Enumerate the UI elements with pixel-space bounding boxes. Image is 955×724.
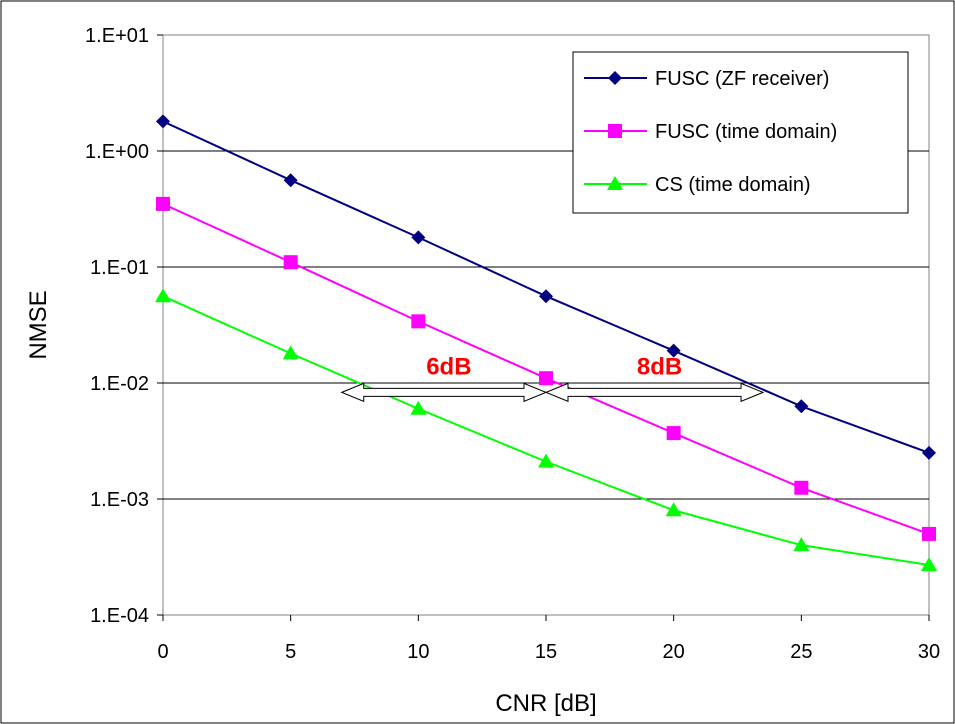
series-lines [155, 114, 937, 571]
x-tick-label: 30 [918, 641, 940, 663]
y-tick-label: 1.E-02 [90, 373, 149, 395]
y-axis-ticks: 1.E+01 1.E+00 1.E-01 1.E-02 1.E-03 1.E-04 [85, 25, 163, 627]
x-tick-label: 5 [285, 641, 296, 663]
x-tick-label: 15 [535, 641, 557, 663]
y-axis-label: NMSE [25, 290, 52, 359]
data-point [411, 314, 426, 329]
legend-label: FUSC (ZF receiver) [655, 68, 829, 90]
data-point [538, 453, 554, 468]
data-point [283, 255, 298, 270]
data-point [155, 288, 171, 303]
data-point [410, 400, 427, 415]
y-tick-label: 1.E-04 [90, 605, 149, 627]
data-point [539, 371, 553, 386]
x-tick-label: 25 [790, 641, 812, 663]
series-1 [156, 114, 936, 460]
y-tick-label: 1.E+01 [85, 25, 149, 47]
data-point [666, 426, 681, 441]
x-axis-label: CNR [dB] [495, 690, 596, 717]
legend-marker [607, 176, 623, 190]
annotation-label: 8dB [637, 353, 682, 380]
x-tick-label: 10 [407, 641, 429, 663]
legend-label: FUSC (time domain) [655, 121, 837, 143]
annotation-label: 6dB [426, 353, 471, 380]
data-point [922, 526, 936, 541]
legend-label: CS (time domain) [655, 174, 811, 196]
data-point [282, 345, 299, 360]
series-2 [156, 196, 936, 541]
legend-marker [608, 124, 622, 138]
data-point [666, 343, 681, 358]
legend: FUSC (ZF receiver) FUSC (time domain) CS (… [572, 51, 909, 214]
data-point [793, 537, 810, 552]
x-tick-label: 20 [663, 641, 685, 663]
data-point [539, 289, 553, 304]
double-arrow [544, 382, 765, 403]
x-tick-label: 0 [157, 641, 168, 663]
data-point [922, 445, 936, 460]
annotations: 6dB 8dB [340, 353, 765, 403]
data-point [794, 480, 809, 495]
data-point [794, 399, 809, 414]
y-tick-label: 1.E+00 [85, 141, 149, 163]
data-point [283, 173, 298, 188]
series-3 [155, 288, 937, 571]
data-point [156, 114, 170, 129]
legend-marker [608, 71, 622, 85]
y-tick-label: 1.E-01 [90, 257, 149, 279]
data-point [156, 196, 170, 211]
y-tick-label: 1.E-03 [90, 489, 149, 511]
data-point [665, 502, 682, 517]
legend-item: CS (time domain) [584, 174, 811, 196]
data-point [411, 230, 426, 245]
x-axis-ticks: 0 5 10 15 20 25 30 [157, 615, 940, 663]
data-point [921, 556, 937, 571]
legend-item: FUSC (ZF receiver) [584, 68, 829, 90]
legend-item: FUSC (time domain) [584, 121, 837, 143]
